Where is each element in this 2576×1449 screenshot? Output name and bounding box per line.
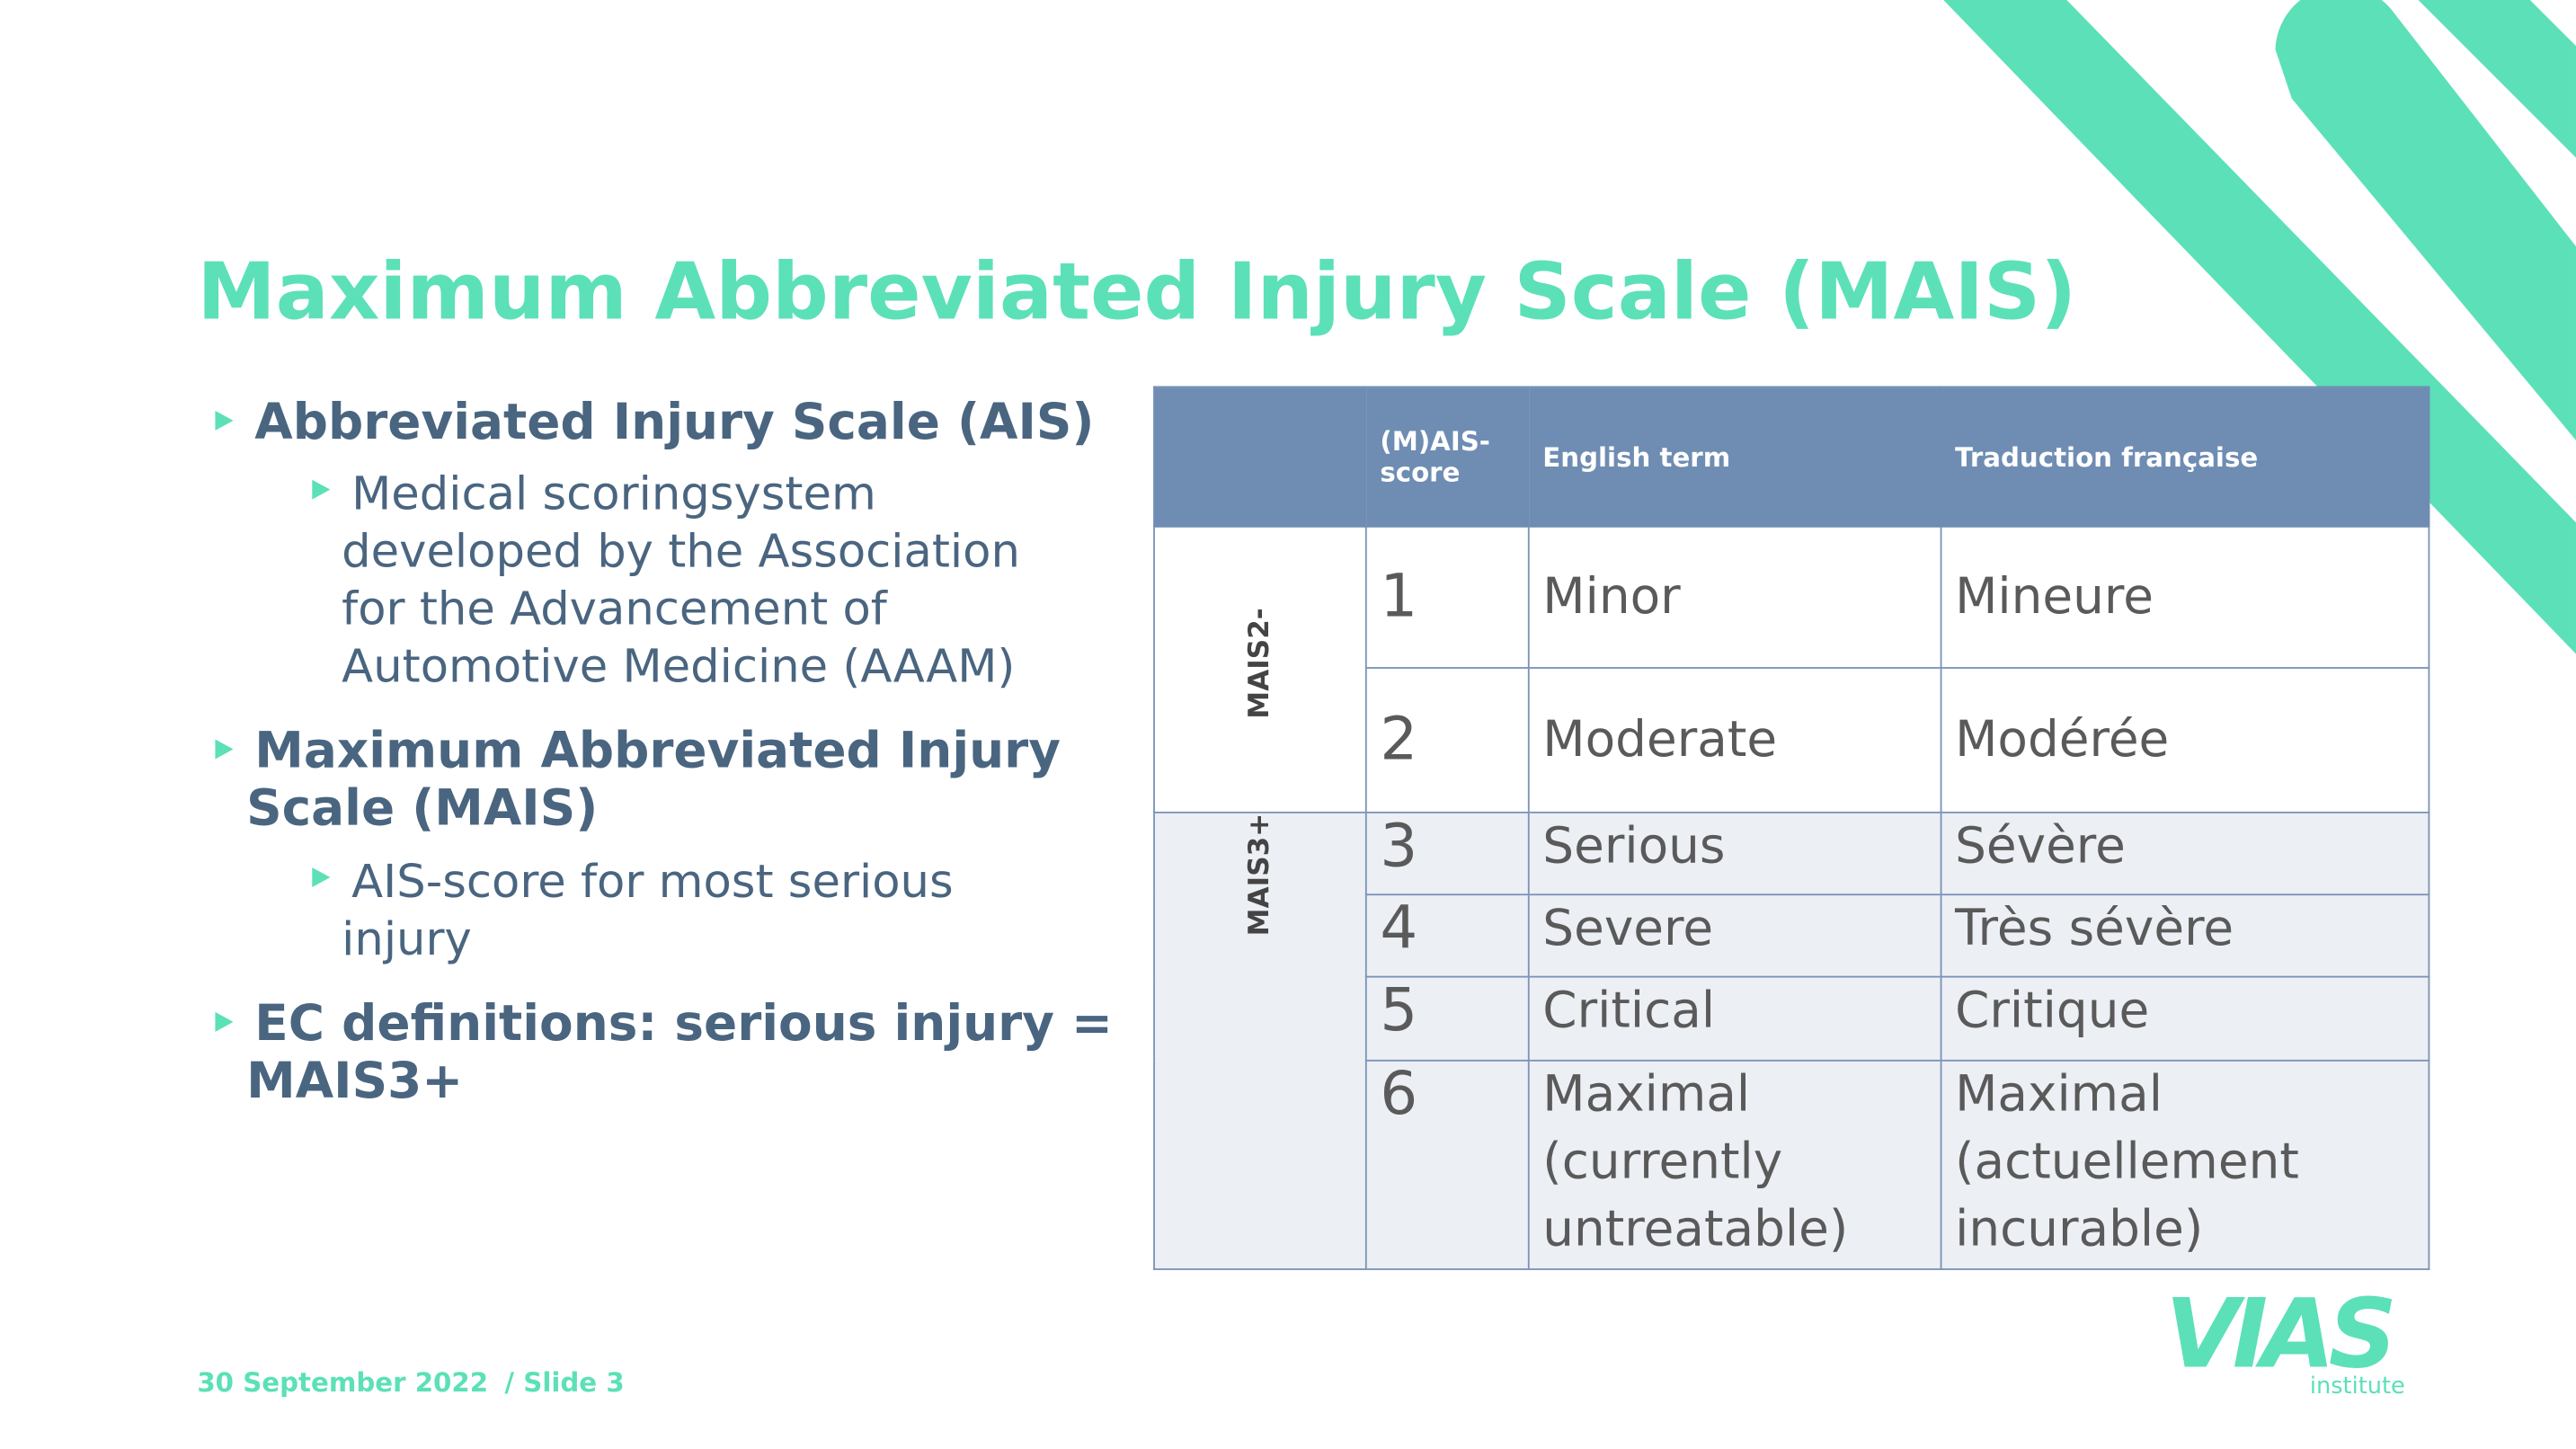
table-row: MAIS3+ 3 Serious Sévère bbox=[1153, 811, 2430, 1270]
sub-bullet-marker bbox=[312, 867, 331, 888]
header-cell bbox=[1153, 386, 1367, 528]
footer-slide: / Slide 3 bbox=[504, 1366, 625, 1399]
footer: 30 September 2022 / Slide 3 bbox=[197, 1367, 624, 1399]
bullet: Maximum Abbreviated Injury Scale (MAIS) bbox=[246, 723, 1061, 838]
table-row: 5 Critical Critique bbox=[1154, 975, 2430, 1062]
table-row: 4 Severe Très sévère bbox=[1154, 893, 2430, 978]
header-cell: English term bbox=[1527, 386, 1942, 528]
sub-bullet-line: injury bbox=[342, 911, 472, 966]
mais-table: (M)AIS-score English term Traduction fra… bbox=[1153, 386, 2430, 1270]
group-label: MAIS3+ bbox=[1242, 813, 1276, 937]
bullet-line: Maximum Abbreviated Injury bbox=[254, 723, 1061, 781]
slide-title: Maximum Abbreviated Injury Scale (MAIS) bbox=[197, 246, 2077, 339]
score-cell: 3 bbox=[1364, 811, 1530, 896]
term-cell: Critique bbox=[1940, 975, 2430, 1062]
bullet-line: EC definitions: serious injury = bbox=[254, 995, 1113, 1053]
bullet-line: Abbreviated Injury Scale (AIS) bbox=[254, 394, 1095, 452]
term-cell: Moderate bbox=[1527, 667, 1942, 813]
score-cell: 6 bbox=[1364, 1059, 1530, 1270]
bullet-marker bbox=[215, 1011, 234, 1032]
bullet: Abbreviated Injury Scale (AIS) bbox=[246, 395, 1094, 452]
header-cell: (M)AIS-score bbox=[1364, 386, 1530, 528]
term-cell: Sévère bbox=[1940, 811, 2430, 896]
term-cell: Maximal (actuellement incurable) bbox=[1940, 1059, 2430, 1270]
sub-bullet-line: for the Advancement of bbox=[342, 582, 887, 636]
bullet-line: MAIS3+ bbox=[246, 1053, 464, 1111]
sub-bullet-line: Medical scoringsystem bbox=[351, 467, 876, 521]
header-cell: Traduction française bbox=[1940, 386, 2430, 528]
sub-bullet-line: developed by the Association bbox=[342, 524, 1020, 579]
term-cell: Minor bbox=[1527, 525, 1942, 669]
logo: VIAS bbox=[2165, 1278, 2397, 1391]
term-cell: Modérée bbox=[1940, 667, 2430, 813]
table-row: 6 Maximal (currently untreatable) Maximal … bbox=[1154, 1059, 2430, 1270]
score-cell: 2 bbox=[1364, 667, 1530, 813]
table-row: 2 Moderate Modérée bbox=[1154, 667, 2430, 813]
score-cell: 1 bbox=[1364, 525, 1530, 669]
header-row: (M)AIS-score English term Traduction fra… bbox=[1153, 386, 2430, 528]
logo-subtitle: institute bbox=[2309, 1373, 2405, 1400]
term-cell: Serious bbox=[1527, 811, 1942, 896]
footer-date: 30 September 2022 bbox=[197, 1366, 489, 1399]
score-cell: 5 bbox=[1364, 975, 1530, 1062]
stripe bbox=[2275, 0, 2576, 440]
group-label: MAIS2- bbox=[1243, 607, 1277, 719]
score-cell: 4 bbox=[1364, 893, 1530, 978]
sub-bullet: AIS-score for most serious injury bbox=[342, 853, 953, 968]
term-cell: Critical bbox=[1527, 975, 1942, 1062]
sub-bullet-line: Automotive Medicine (AAAM) bbox=[342, 639, 1016, 694]
term-cell: Très sévère bbox=[1940, 893, 2430, 978]
group-cell: MAIS3+ bbox=[1153, 811, 1367, 1270]
bullet-line: Scale (MAIS) bbox=[246, 780, 599, 839]
term-cell: Mineure bbox=[1940, 525, 2430, 669]
bullet-marker bbox=[215, 739, 234, 760]
sub-bullet: Medical scoringsystem developed by the As… bbox=[342, 465, 1020, 695]
group-cell: MAIS2- bbox=[1153, 525, 1367, 813]
term-cell: Severe bbox=[1527, 893, 1942, 978]
sub-bullet-line: AIS-score for most serious bbox=[351, 854, 954, 909]
stripe bbox=[2418, 0, 2576, 158]
table-row: MAIS2- 1 Minor Mineure bbox=[1153, 525, 2430, 813]
bullet-marker bbox=[215, 410, 234, 431]
sub-bullet-marker bbox=[312, 479, 331, 500]
bullet: EC definitions: serious injury = MAIS3+ bbox=[246, 996, 1113, 1111]
term-cell: Maximal (currently untreatable) bbox=[1527, 1059, 1942, 1270]
